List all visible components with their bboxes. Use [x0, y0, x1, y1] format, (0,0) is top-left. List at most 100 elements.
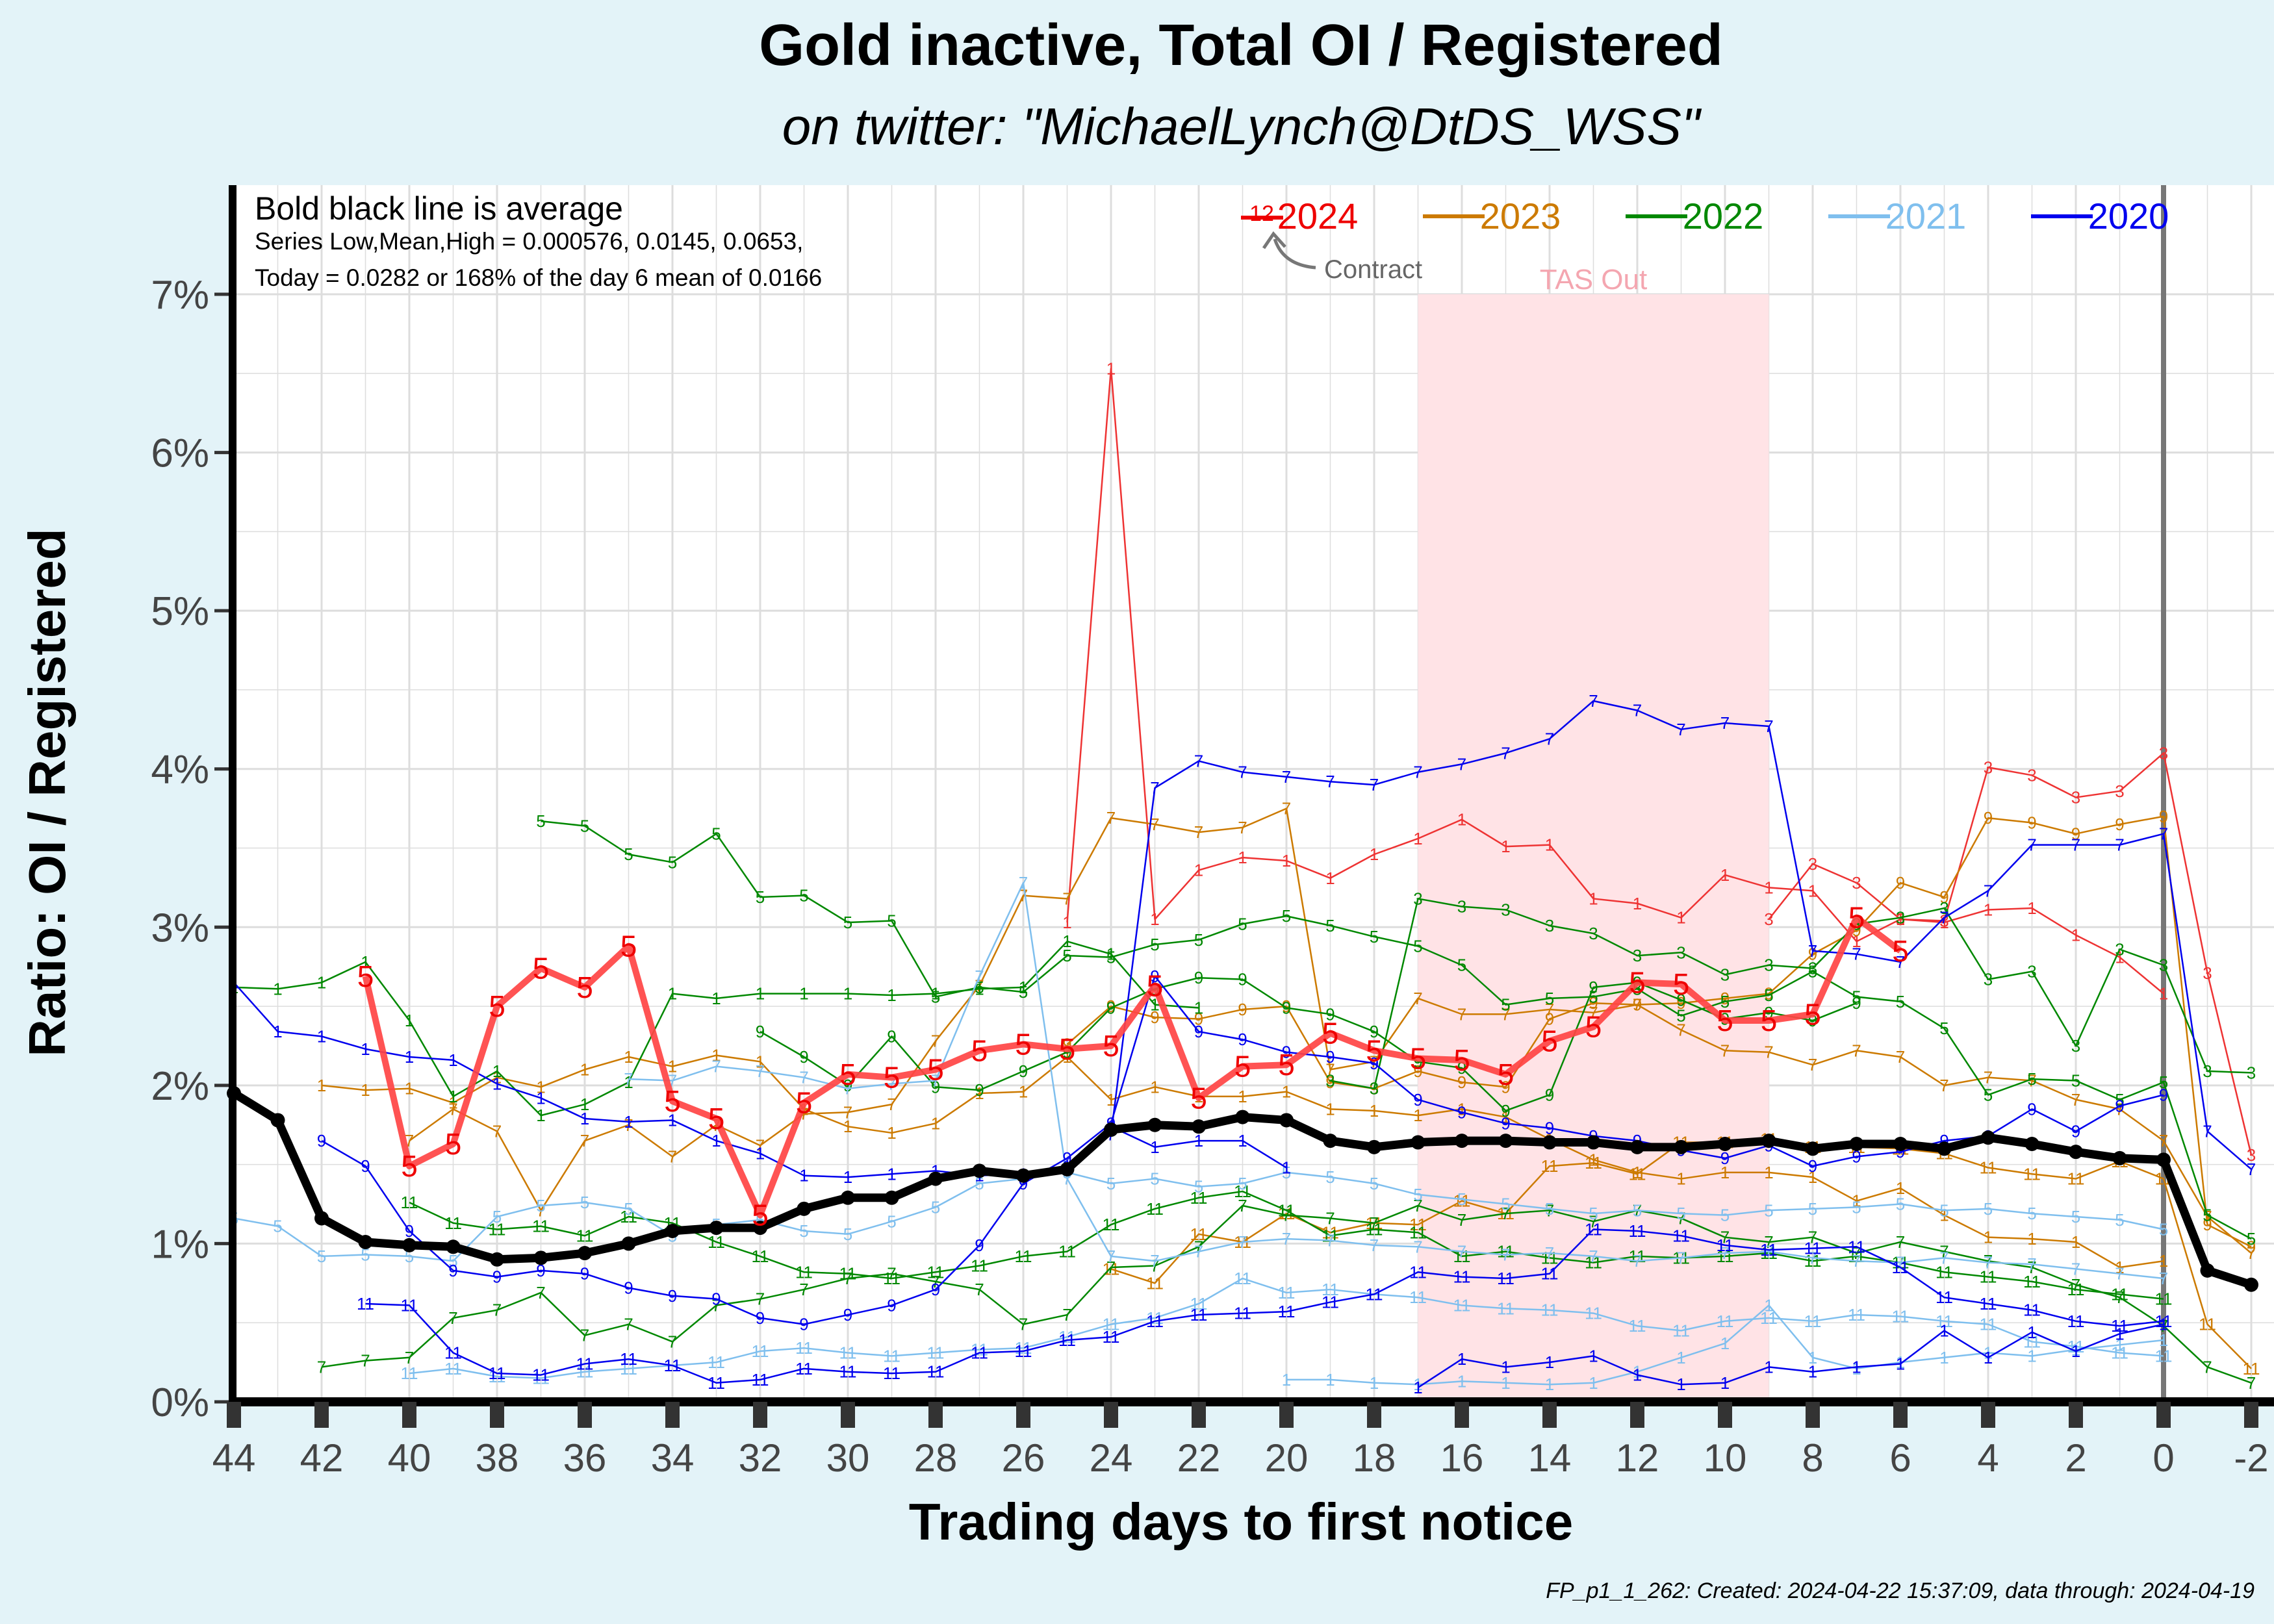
- series-point-label: 5: [1410, 1041, 1427, 1075]
- series-point-label: 5: [1106, 1174, 1116, 1193]
- series-point-label: 7: [668, 1332, 677, 1351]
- average-point: [2112, 1150, 2127, 1165]
- series-point-label: 11: [1935, 1312, 1953, 1331]
- series-point-label: 11: [1322, 1226, 1339, 1245]
- series-point-label: 1: [2115, 1324, 2124, 1343]
- series-point-label: 1: [1720, 1163, 1730, 1182]
- series-point-label: 1: [580, 1060, 589, 1080]
- series-point-label: 7: [887, 1264, 896, 1284]
- series-point-label: 1: [1282, 851, 1291, 870]
- series-point-label: 11: [1892, 1258, 1910, 1277]
- series-point-label: 11: [1234, 1182, 1251, 1201]
- series-point-label: 11: [1146, 1273, 1164, 1293]
- series-point-label: 7: [1676, 1248, 1685, 1267]
- series-point-label: 1: [1194, 1131, 1203, 1150]
- y-tick-label: 6%: [151, 431, 209, 476]
- series-point-label: 11: [2067, 1337, 2085, 1356]
- series-point-label: 11: [1190, 1188, 1208, 1208]
- series-point-label: 7: [1896, 1232, 1905, 1252]
- series-point-label: 11: [1015, 1341, 1032, 1361]
- series-point-label: 1: [1545, 1352, 1554, 1372]
- series-point-label: 5: [2027, 1204, 2036, 1223]
- series-point-label: 7: [1150, 1251, 1159, 1271]
- series-point-label: 5: [533, 952, 550, 985]
- series-point-label: 5: [1325, 916, 1335, 935]
- series-point-label: 1: [405, 1079, 414, 1098]
- series-line: [760, 976, 1857, 1112]
- x-axis-label: Trading days to first notice: [909, 1493, 1573, 1551]
- x-tick-mark: [227, 1402, 241, 1428]
- series-point-label: 11: [2067, 1312, 2085, 1331]
- series-point-label: 11: [1980, 1267, 1997, 1287]
- series-point-label: 11: [1103, 1215, 1120, 1234]
- series-point-label: 11: [357, 1294, 374, 1313]
- series-point-label: 9: [1764, 984, 1773, 1004]
- series-point-label: 5: [1764, 1200, 1773, 1220]
- series-point-label: 11: [620, 1359, 637, 1378]
- series-point-label: 1: [668, 1110, 677, 1130]
- series-point-label: 5: [1545, 1199, 1554, 1219]
- series-point-label: 1: [1633, 1163, 1642, 1182]
- series-line: [1417, 1323, 2164, 1389]
- series-point-label: 7: [1852, 1041, 1861, 1060]
- series-point-label: 11: [1497, 1299, 1514, 1318]
- series-point-label: 7: [1852, 945, 1861, 964]
- series-point-label: 7: [1545, 1000, 1554, 1019]
- series-point-label: 1: [1633, 1365, 1642, 1385]
- series-line: [321, 1204, 2252, 1384]
- series-point-label: 1: [536, 1077, 545, 1097]
- series-point-label: 7: [2027, 1254, 2036, 1274]
- series-point-label: 9: [1413, 1061, 1422, 1081]
- series-point-label: 9: [448, 1261, 457, 1280]
- series-point-label: 9: [1545, 1085, 1554, 1104]
- series-point-label: 11: [883, 1364, 901, 1383]
- series-line: [628, 882, 2164, 1280]
- series-point-label: 11: [1541, 1300, 1559, 1320]
- series-point-label: 11: [752, 1370, 769, 1389]
- series-point-label: 9: [756, 1308, 765, 1328]
- series-point-label: 5: [799, 886, 808, 906]
- x-tick-mark: [2156, 1402, 2171, 1428]
- legend-label: 2021: [1885, 196, 1967, 236]
- series-2022-contract-1: 1 1 1 1 1 1 1 1 1 1 1 1 1 1 1 1 1 1 1 1 1 1 1: [229, 932, 1203, 1125]
- series-point-label: 3: [1808, 854, 1817, 874]
- series-point-label: 11: [1717, 1236, 1734, 1255]
- series-point-label: 11: [2199, 1315, 2216, 1334]
- series-point-label: 3: [1545, 916, 1554, 935]
- average-point: [884, 1190, 899, 1205]
- series-point-label: 5: [2203, 1206, 2212, 1225]
- series-point-label: 7: [1370, 1213, 1379, 1233]
- series-point-label: 3: [2159, 743, 2168, 763]
- x-tick-mark: [490, 1402, 504, 1428]
- series-point-label: 3: [1413, 889, 1422, 908]
- series-point-label: 1: [1984, 1228, 1993, 1247]
- series-point-label: 9: [1720, 1148, 1730, 1168]
- series-point-label: 1: [1896, 1352, 1905, 1372]
- series-point-label: 7: [1325, 772, 1335, 791]
- legend-label: 2023: [1480, 196, 1561, 236]
- series-point-label: 11: [1804, 1312, 1822, 1331]
- series-point-label: 1: [361, 1039, 370, 1059]
- series-point-label: 5: [1633, 1200, 1642, 1220]
- series-point-label: 5: [1501, 1195, 1510, 1214]
- series-point-label: 7: [2027, 835, 2036, 855]
- series-point-label: 1: [2071, 1340, 2080, 1360]
- series-point-label: 7: [1370, 1236, 1379, 1255]
- series-point-label: 1: [1106, 1090, 1116, 1110]
- series-point-label: 5: [1545, 989, 1554, 1008]
- series-point-label: 1: [1808, 1167, 1817, 1187]
- series-point-label: 11: [795, 1359, 813, 1378]
- footer-text: FP_p1_1_262: Created: 2024-04-22 15:37:0…: [1546, 1579, 2255, 1603]
- series-point-label: 5: [931, 1197, 940, 1217]
- series-point-label: 7: [668, 1147, 677, 1166]
- series-point-label: 7: [624, 1115, 633, 1135]
- series-point-label: 7: [799, 1280, 808, 1299]
- series-point-label: 7: [1984, 881, 1993, 900]
- average-point: [446, 1239, 461, 1254]
- average-point: [402, 1237, 416, 1252]
- series-point-label: 7: [1501, 1004, 1510, 1024]
- series-point-label: 9: [1501, 1101, 1510, 1121]
- series-point-label: 9: [1194, 1022, 1203, 1041]
- series-point-label: 1: [536, 1106, 545, 1125]
- series-point-label: 11: [1058, 1327, 1076, 1347]
